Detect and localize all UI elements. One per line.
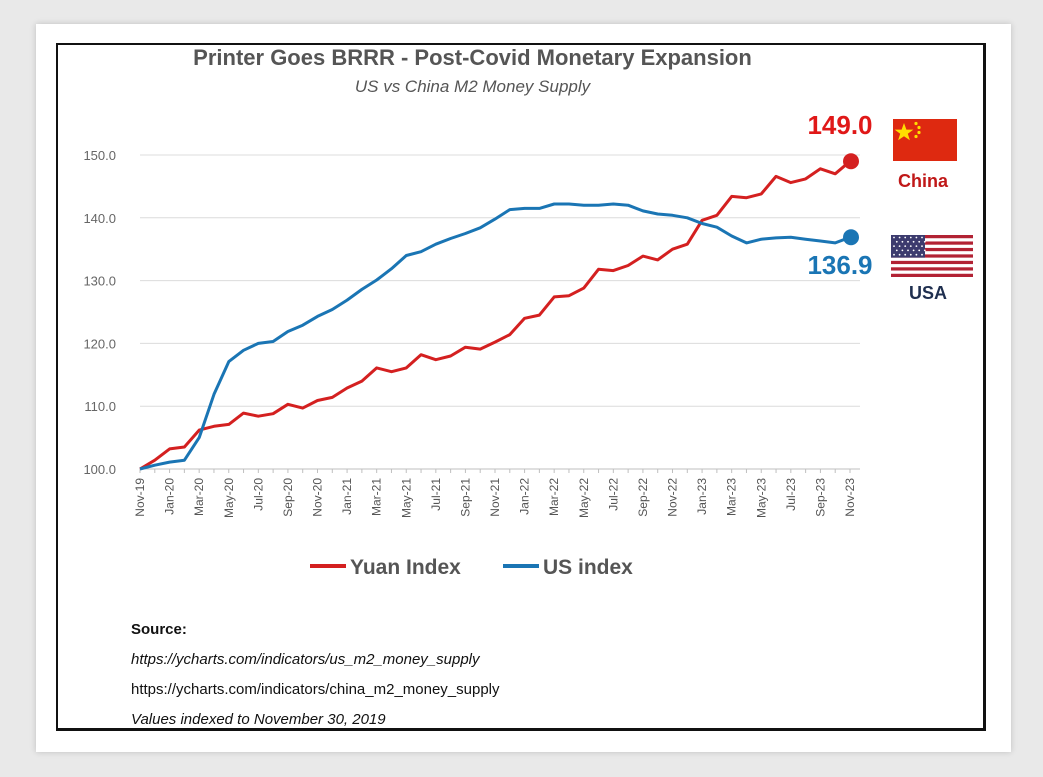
legend-swatch-yuan xyxy=(310,564,346,569)
legend-swatch-us xyxy=(503,564,539,569)
gridlines xyxy=(140,154,860,470)
x-tick-label: Sep-22 xyxy=(636,478,650,517)
x-tick-label: Mar-20 xyxy=(192,478,206,516)
legend-label-yuan: Yuan Index xyxy=(350,556,461,579)
x-tick-label: Jul-20 xyxy=(251,478,265,511)
x-tick-label: Sep-23 xyxy=(813,478,827,517)
end-value-label-yuan: 149.0 xyxy=(807,110,872,140)
x-tick-label: Mar-22 xyxy=(547,478,561,516)
series-line-us xyxy=(139,202,851,471)
end-point-us xyxy=(843,229,859,246)
x-tick-label: Jul-23 xyxy=(784,478,798,511)
series-line-yuan xyxy=(139,160,851,471)
x-tick-label: Nov-22 xyxy=(666,478,680,517)
y-tick-label: 110.0 xyxy=(84,399,116,414)
x-tick-label: Jan-21 xyxy=(340,478,354,515)
usa-flag-icon xyxy=(891,235,973,277)
source-link-china[interactable]: https://ycharts.com/indicators/china_m2_… xyxy=(131,681,500,698)
x-tick-label: Nov-20 xyxy=(311,478,325,517)
x-tick-label: Jul-21 xyxy=(429,478,443,511)
y-axis-ticks: 100.0 110.0 120.0 130.0 140.0 150.0 xyxy=(83,148,116,477)
x-tick-label: Jan-22 xyxy=(518,478,532,515)
x-tick-label: May-20 xyxy=(222,478,236,518)
x-tick-label: Nov-23 xyxy=(843,478,857,517)
end-value-label-us: 136.9 xyxy=(807,250,872,280)
x-tick-label: Sep-20 xyxy=(281,478,295,517)
y-tick-label: 150.0 xyxy=(83,148,116,163)
china-label: China xyxy=(898,171,949,191)
chart-frame xyxy=(56,43,986,731)
x-tick-label: Nov-21 xyxy=(488,478,502,517)
usa-label: USA xyxy=(909,283,947,303)
legend-label-us: US index xyxy=(543,556,633,579)
source-note: Values indexed to November 30, 2019 xyxy=(131,711,386,728)
x-tick-label: Mar-23 xyxy=(725,478,739,516)
x-tick-label: Mar-21 xyxy=(370,478,384,516)
x-tick-label: Jul-22 xyxy=(606,478,620,511)
end-point-yuan xyxy=(843,153,859,170)
y-tick-label: 130.0 xyxy=(83,274,116,289)
x-tick-label: Nov-19 xyxy=(133,478,147,517)
source-link-us[interactable]: https://ycharts.com/indicators/us_m2_mon… xyxy=(131,651,480,668)
legend-item-us: US index xyxy=(503,556,633,580)
x-tick-label: May-21 xyxy=(399,478,413,518)
chart-title: Printer Goes BRRR - Post-Covid Monetary … xyxy=(193,45,752,70)
series-lines xyxy=(139,160,851,471)
legend-item-yuan: Yuan Index xyxy=(310,556,461,580)
x-tick-label: May-22 xyxy=(577,478,591,518)
x-tick-label: May-23 xyxy=(754,478,768,518)
x-tick-label: Jan-23 xyxy=(695,478,709,515)
x-tick-label: Sep-21 xyxy=(458,478,472,517)
x-axis: Nov-19 Jan-20 Mar-20 May-20 Jul-20 Sep-20 Nov-… xyxy=(133,468,860,518)
y-tick-label: 100.0 xyxy=(83,462,116,477)
end-markers: 149.0 136.9 xyxy=(807,110,872,280)
y-tick-label: 140.0 xyxy=(83,211,116,226)
y-tick-label: 120.0 xyxy=(83,336,116,351)
x-tick-label: Jan-20 xyxy=(163,478,177,515)
chart-subtitle: US vs China M2 Money Supply xyxy=(354,77,591,96)
source-heading: Source: xyxy=(131,621,187,638)
china-flag-icon xyxy=(893,119,957,161)
